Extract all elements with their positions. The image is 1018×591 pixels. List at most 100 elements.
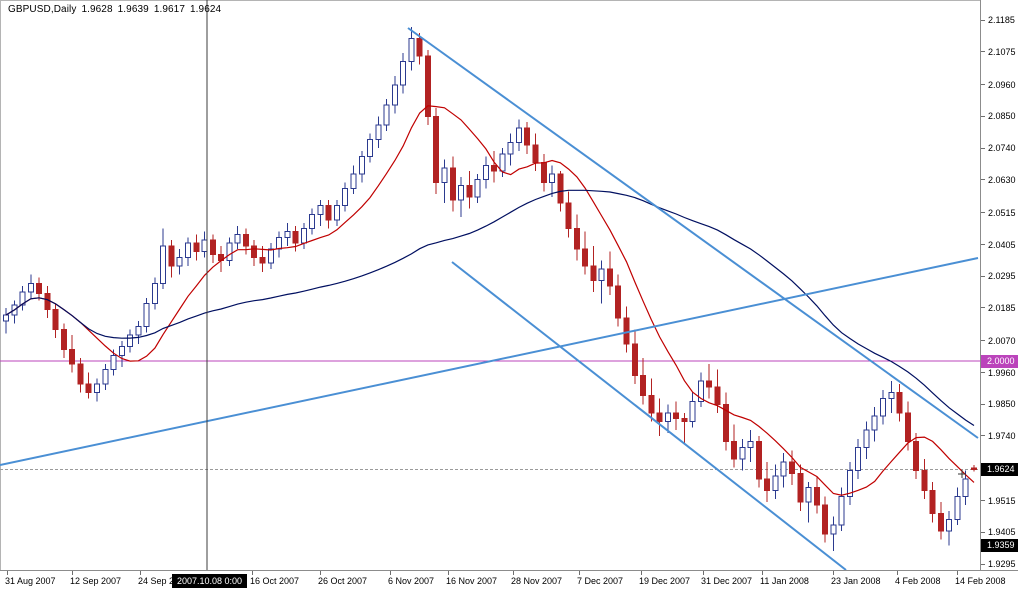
ascending-trendline[interactable] bbox=[0, 257, 979, 466]
candle-body bbox=[44, 292, 51, 310]
candle-body bbox=[168, 245, 175, 267]
price-axis-label: 1.9295 bbox=[988, 559, 1016, 569]
candle-body bbox=[764, 478, 771, 492]
open-value: 1.9628 bbox=[81, 4, 113, 15]
candle-body bbox=[640, 374, 647, 397]
time-axis-label: 16 Nov 2007 bbox=[446, 576, 498, 586]
time-axis-tick bbox=[833, 571, 834, 575]
price-axis-label: 1.9405 bbox=[988, 527, 1016, 538]
time-axis-tick bbox=[579, 571, 580, 575]
candle-body bbox=[805, 487, 812, 503]
price-axis-tick bbox=[981, 307, 985, 309]
candle-body bbox=[19, 291, 26, 306]
candle-body bbox=[367, 138, 374, 158]
price-axis-label: 2.0185 bbox=[988, 302, 1016, 313]
candle-body bbox=[731, 441, 738, 460]
candle-body bbox=[350, 173, 357, 189]
candle-body bbox=[565, 202, 572, 230]
price-axis-label: 1.9515 bbox=[988, 495, 1016, 506]
candle-body bbox=[135, 326, 142, 336]
candle-body bbox=[259, 256, 266, 264]
time-axis-tick bbox=[703, 571, 704, 575]
candle-body bbox=[110, 354, 117, 371]
price-axis-label: 2.0405 bbox=[988, 239, 1016, 250]
candle-body bbox=[36, 282, 43, 294]
candle-body bbox=[557, 173, 564, 204]
price-marker-box: 2.0000 bbox=[981, 354, 1018, 368]
price-axis-tick bbox=[981, 212, 985, 214]
candle-body bbox=[772, 475, 779, 492]
price-axis-tick bbox=[981, 179, 985, 181]
time-axis-label: 4 Feb 2008 bbox=[895, 576, 941, 586]
candle-body bbox=[358, 156, 365, 175]
candle-body bbox=[383, 104, 390, 126]
time-axis-tick bbox=[513, 571, 514, 575]
candle-body bbox=[797, 472, 804, 503]
candle-body bbox=[830, 524, 837, 535]
close-value: 1.9624 bbox=[190, 4, 222, 15]
candle-body bbox=[424, 55, 431, 117]
time-axis-tick bbox=[320, 571, 321, 575]
candle-body bbox=[615, 285, 622, 319]
candle-body bbox=[408, 38, 415, 63]
time-axis-label: 19 Dec 2007 bbox=[639, 576, 691, 586]
candle-body bbox=[276, 236, 283, 250]
candle-body bbox=[838, 495, 845, 526]
time-axis-label: 16 Oct 2007 bbox=[250, 576, 300, 586]
candle-body bbox=[921, 469, 928, 492]
candle-body bbox=[656, 412, 663, 423]
price-marker-box: 1.9624 bbox=[981, 462, 1018, 476]
candle-body bbox=[391, 84, 398, 106]
symbol-timeframe-label: GBPUSD,Daily bbox=[8, 4, 77, 15]
candle-body bbox=[507, 141, 514, 155]
price-axis-tick bbox=[981, 115, 985, 117]
candle-body bbox=[863, 429, 870, 448]
candle-body bbox=[118, 346, 125, 356]
price-axis[interactable]: 2.1185 2.1075 2.0960 2.0850 2.0740 2.0630 2.05… bbox=[980, 0, 1018, 570]
candle-body bbox=[549, 173, 556, 184]
candle-body bbox=[855, 446, 862, 471]
chart-canvas[interactable]: GBPUSD,Daily 1.9628 1.9639 1.9617 1.9624 bbox=[0, 0, 980, 570]
time-axis-label: 28 Nov 2007 bbox=[511, 576, 563, 586]
price-axis-tick bbox=[981, 500, 985, 502]
candle-body bbox=[913, 441, 920, 471]
price-axis-tick bbox=[981, 372, 985, 374]
ma-fast-line bbox=[5, 105, 975, 496]
time-axis-tick bbox=[252, 571, 253, 575]
candle-body bbox=[333, 205, 340, 221]
candle-body bbox=[623, 317, 630, 345]
candle-body bbox=[822, 504, 829, 535]
candle-body bbox=[482, 164, 489, 181]
candle-body bbox=[127, 334, 134, 348]
candle-body bbox=[664, 412, 671, 423]
descending-trendline-lower[interactable] bbox=[451, 261, 847, 570]
candle-body bbox=[755, 441, 762, 480]
candlestick-chart[interactable] bbox=[0, 0, 980, 570]
candle-body bbox=[532, 144, 539, 163]
candle-body bbox=[292, 231, 299, 244]
price-axis-tick bbox=[981, 51, 985, 53]
candle-body bbox=[458, 185, 465, 201]
candle-body bbox=[416, 38, 423, 57]
price-axis-tick bbox=[981, 563, 985, 565]
price-axis-tick bbox=[981, 435, 985, 437]
candle-body bbox=[971, 467, 977, 470]
candle-body bbox=[582, 248, 589, 267]
candle-body bbox=[780, 461, 787, 477]
candle-body bbox=[524, 127, 531, 146]
descending-trendline-upper[interactable] bbox=[407, 27, 979, 439]
time-axis[interactable]: 31 Aug 2007 12 Sep 2007 24 Sep 2007 16 Oct … bbox=[0, 570, 1018, 591]
candle-body bbox=[697, 380, 704, 402]
candle-body bbox=[242, 233, 249, 247]
low-value: 1.9617 bbox=[153, 4, 185, 15]
candle-body bbox=[689, 400, 696, 423]
candle-body bbox=[747, 441, 754, 448]
candle-body bbox=[193, 242, 200, 253]
candle-body bbox=[937, 513, 944, 532]
candle-body bbox=[309, 213, 316, 230]
price-axis-label: 1.9740 bbox=[988, 430, 1016, 441]
time-axis-label: 23 Jan 2008 bbox=[831, 576, 881, 586]
price-axis-tick bbox=[981, 84, 985, 86]
candle-body bbox=[102, 369, 109, 385]
